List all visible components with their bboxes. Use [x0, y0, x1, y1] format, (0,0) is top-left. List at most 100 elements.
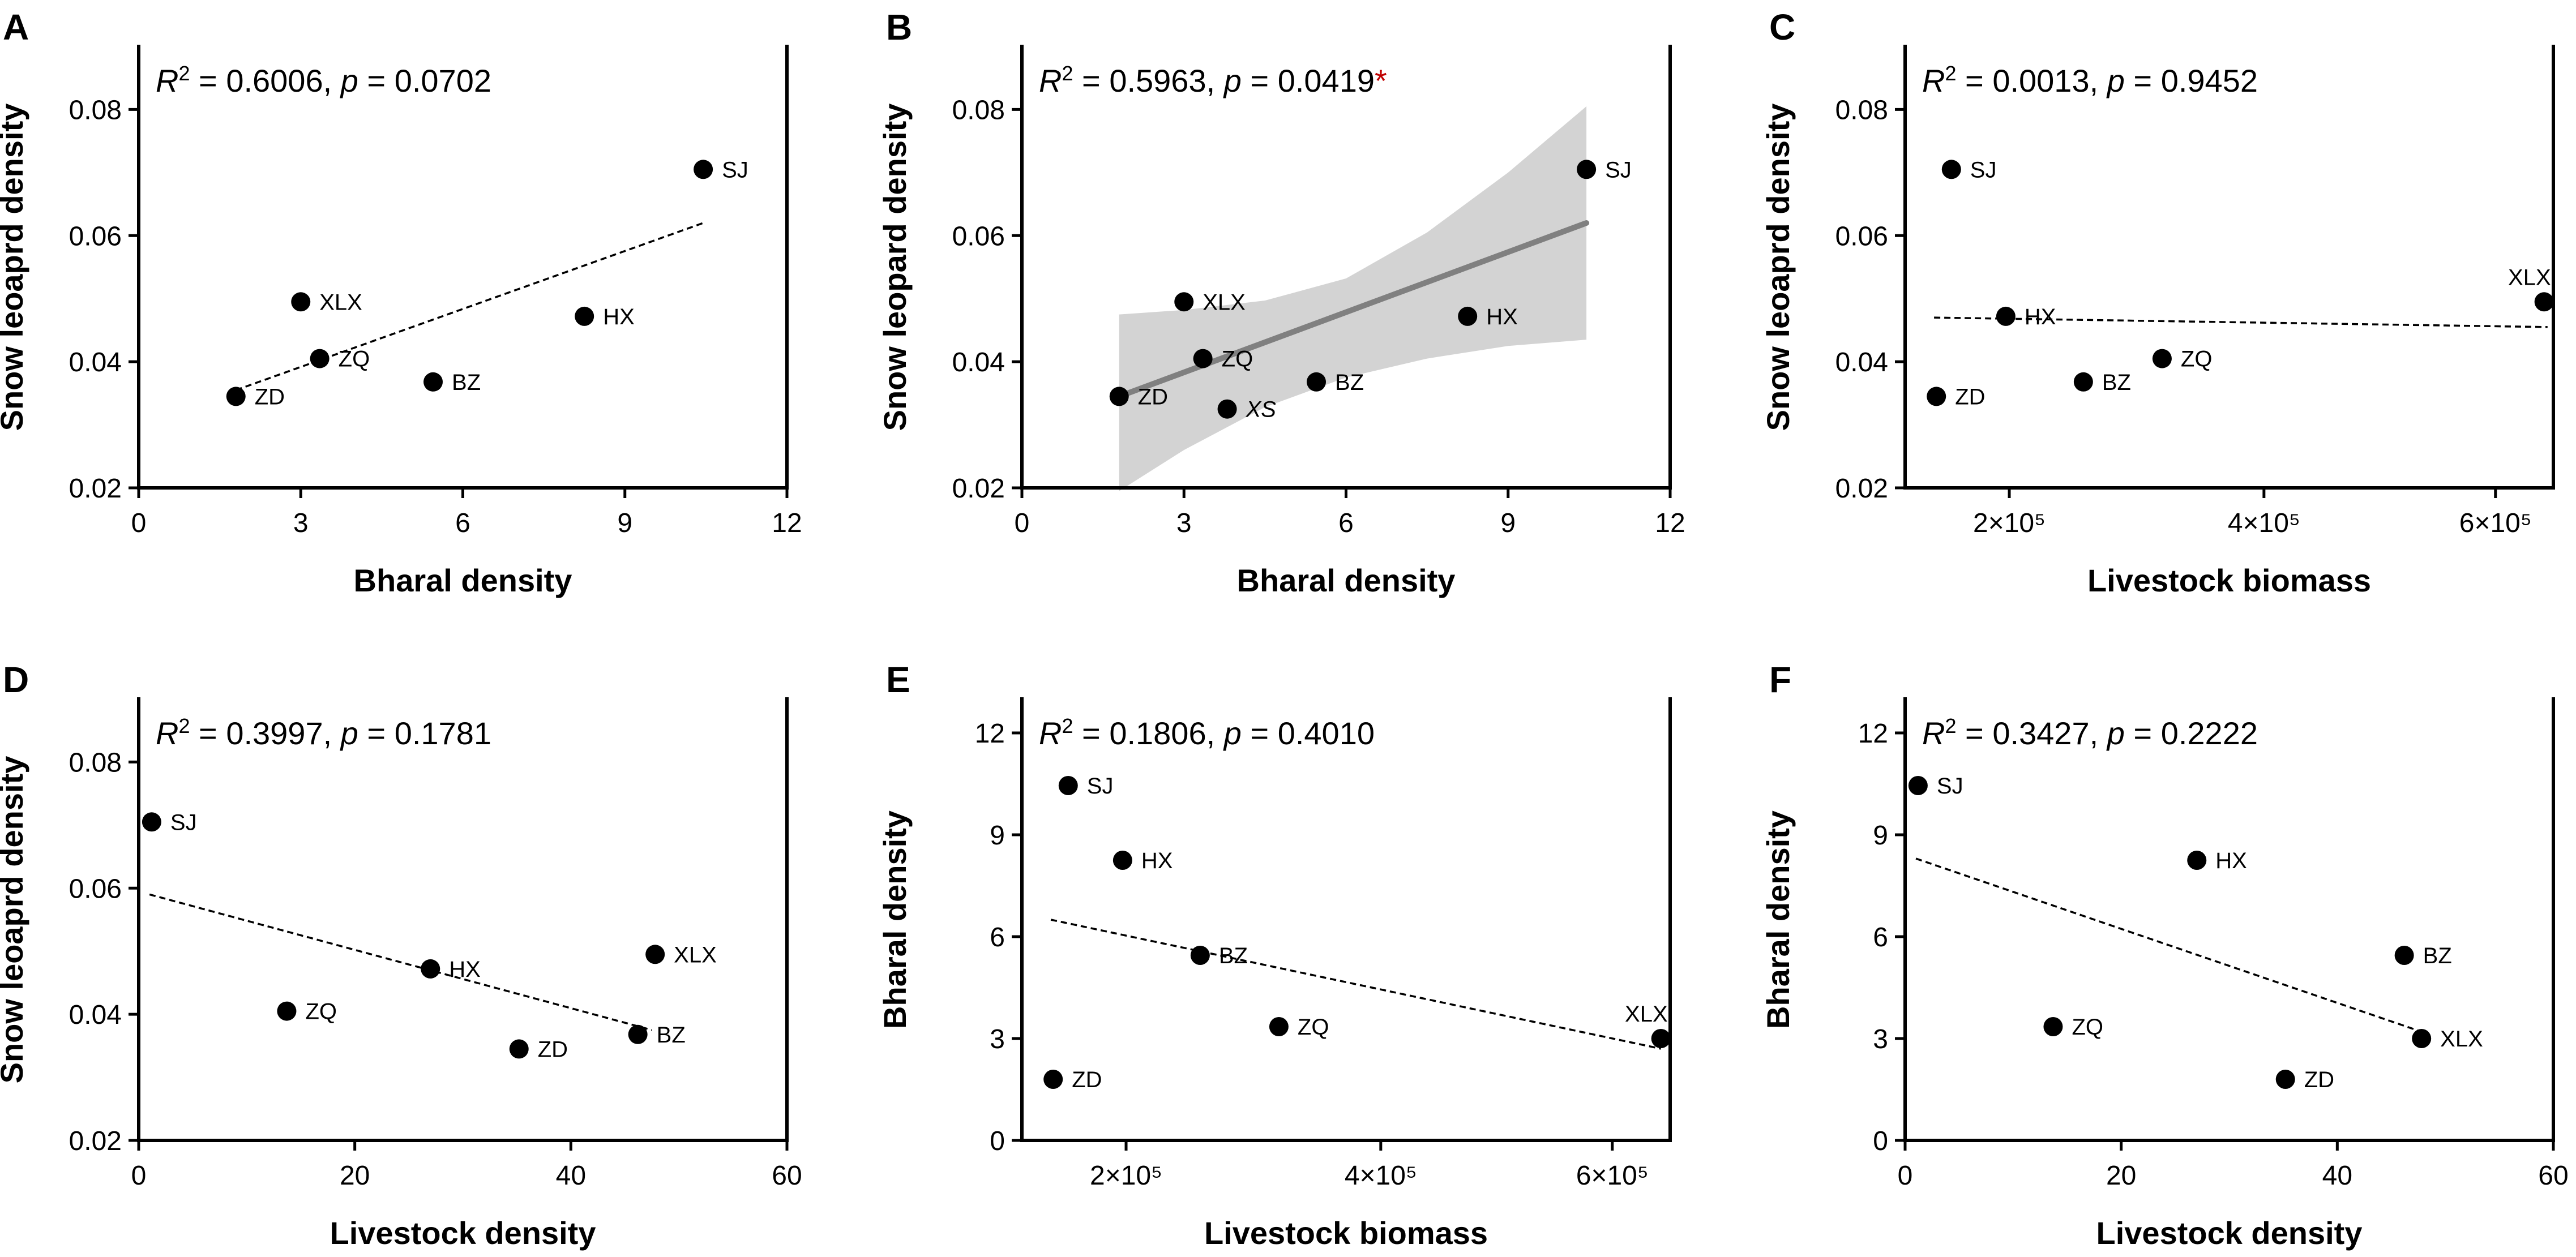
data-point-zd	[226, 387, 246, 406]
axis-frame	[1903, 45, 2555, 490]
point-label-zd: ZD	[1072, 1067, 1102, 1092]
p-symbol: p	[1223, 715, 1242, 751]
stats-annotation: R2 = 0.5963, p = 0.0419*	[1039, 62, 1387, 99]
panel-e: E 2×10⁵ 4×10⁵ 6×10⁵ 0 3 6 9 12 Livestock biomass B…	[877, 659, 1672, 1251]
x-tick-label: 6	[1338, 508, 1354, 538]
p-value: 0.1781	[395, 715, 491, 751]
point-label-zd: ZD	[255, 384, 285, 409]
x-tick-label: 0	[1898, 1161, 1913, 1191]
data-point-zq	[310, 349, 330, 368]
point-label-sj: SJ	[1087, 774, 1114, 799]
data-point-xlx	[645, 945, 665, 964]
data-point-hx	[1112, 851, 1132, 870]
point-label-hx: HX	[449, 957, 481, 982]
r2-value: 0.3997	[226, 715, 323, 751]
y-tick-label: 0.08	[69, 748, 122, 778]
point-label-zq: ZQ	[1222, 347, 1253, 372]
data-point-zd	[1043, 1070, 1063, 1089]
y-axis-title: Snow leoaprd density	[0, 756, 29, 1084]
x-tick-label: 2×10⁵	[1973, 508, 2046, 538]
data-point-zd	[509, 1039, 529, 1059]
y-tick-label: 0.04	[69, 348, 122, 377]
x-tick-label: 12	[1655, 508, 1685, 538]
stats-annotation: R2 = 0.6006, p = 0.0702	[156, 62, 491, 99]
stats-annotation: R2 = 0.1806, p = 0.4010	[1039, 714, 1375, 752]
x-axis-title: Bharal density	[354, 563, 572, 598]
r-symbol: R	[1039, 715, 1062, 751]
data-point-zq	[1269, 1017, 1289, 1036]
p-symbol: p	[1223, 63, 1242, 98]
p-value: 0.2222	[2161, 715, 2258, 751]
panel-letter: F	[1769, 659, 1791, 700]
regression-line	[149, 893, 652, 1031]
equals-sign: =	[1073, 63, 1109, 98]
data-point-bz	[628, 1024, 648, 1044]
r-symbol: R	[156, 63, 178, 98]
x-tick-label: 40	[2322, 1161, 2352, 1191]
point-label-sj: SJ	[722, 157, 748, 182]
x-tick-label: 12	[772, 508, 802, 538]
equals-sign: =	[1956, 715, 1992, 751]
data-point-zd	[1109, 387, 1129, 406]
point-label-zq: ZQ	[339, 347, 370, 372]
point-label-xlx: XLX	[1203, 290, 1246, 315]
point-label-hx: HX	[1486, 304, 1518, 329]
point-label-bz: BZ	[452, 370, 481, 395]
y-tick-label: 12	[1858, 719, 1888, 749]
r2-value: 0.1806	[1109, 715, 1206, 751]
point-label-sj: SJ	[1970, 157, 1997, 182]
point-label-xlx: XLX	[674, 942, 717, 967]
y-axis-title: Bharal density	[877, 810, 913, 1029]
data-point-bz	[2394, 946, 2414, 965]
stats-annotation: R2 = 0.3997, p = 0.1781	[156, 714, 491, 752]
point-label-zq: ZQ	[305, 999, 337, 1024]
point-label-bz: BZ	[1335, 370, 1364, 395]
point-label-xs: XS	[1246, 397, 1277, 422]
equals-sign: =	[2125, 715, 2161, 751]
data-point-sj	[1577, 160, 1597, 179]
point-label-zd: ZD	[1138, 384, 1168, 409]
y-axis-title: Snow leopard density	[877, 104, 913, 431]
data-point-sj	[1941, 160, 1961, 179]
data-point-hx	[421, 959, 440, 979]
equals-sign: =	[190, 63, 226, 98]
panel-d: D 0 20 40 60 0.02 0.04 0.06 0.08 Livestock densit…	[0, 659, 802, 1251]
point-label-hx: HX	[1141, 848, 1173, 873]
data-point-hx	[1458, 306, 1478, 326]
r2-value: 0.5963	[1109, 63, 1206, 98]
data-point-bz	[423, 372, 443, 392]
p-value: 0.4010	[1278, 715, 1375, 751]
x-tick-label: 0	[1015, 508, 1030, 538]
y-tick-label: 3	[990, 1024, 1005, 1054]
p-symbol: p	[2106, 715, 2125, 751]
data-point-hx	[2187, 851, 2207, 870]
r-squared-exponent: 2	[1945, 714, 1956, 737]
data-point-sj	[142, 812, 161, 832]
comma: ,	[323, 715, 341, 751]
y-tick-label: 0.06	[952, 221, 1005, 251]
x-tick-label: 40	[556, 1161, 586, 1191]
x-tick-label: 9	[1500, 508, 1516, 538]
regression-line	[1116, 220, 1590, 400]
panel-a: A 0 3 6 9 12 0.02 0.04 0.06 0.08 Bharal density Sno…	[0, 7, 802, 598]
panel-c: C 2×10⁵ 4×10⁵ 6×10⁵ 0.02 0.04 0.06 0.08 Livestoc…	[1760, 7, 2555, 598]
data-point-hx	[1996, 306, 2016, 326]
y-tick-label: 0.04	[69, 1000, 122, 1030]
x-tick-label: 6×10⁵	[1576, 1161, 1649, 1191]
stats-annotation: R2 = 0.3427, p = 0.2222	[1922, 714, 2258, 752]
equals-sign: =	[1242, 63, 1278, 98]
x-tick-label: 20	[2106, 1161, 2136, 1191]
x-tick-label: 20	[340, 1161, 370, 1191]
x-tick-label: 0	[131, 508, 147, 538]
panel-f: F 0 20 40 60 0 3 6 9 12 Livestock density Bharal de…	[1760, 659, 2569, 1251]
data-point-bz	[1190, 946, 1210, 965]
y-tick-label: 0.08	[952, 95, 1005, 125]
data-point-bz	[1307, 372, 1326, 392]
equals-sign: =	[1242, 715, 1278, 751]
panel-letter: D	[3, 659, 29, 700]
point-label-bz: BZ	[657, 1023, 686, 1048]
point-label-sj: SJ	[170, 810, 197, 835]
y-tick-label: 9	[1873, 821, 1888, 851]
p-symbol: p	[2106, 63, 2125, 98]
